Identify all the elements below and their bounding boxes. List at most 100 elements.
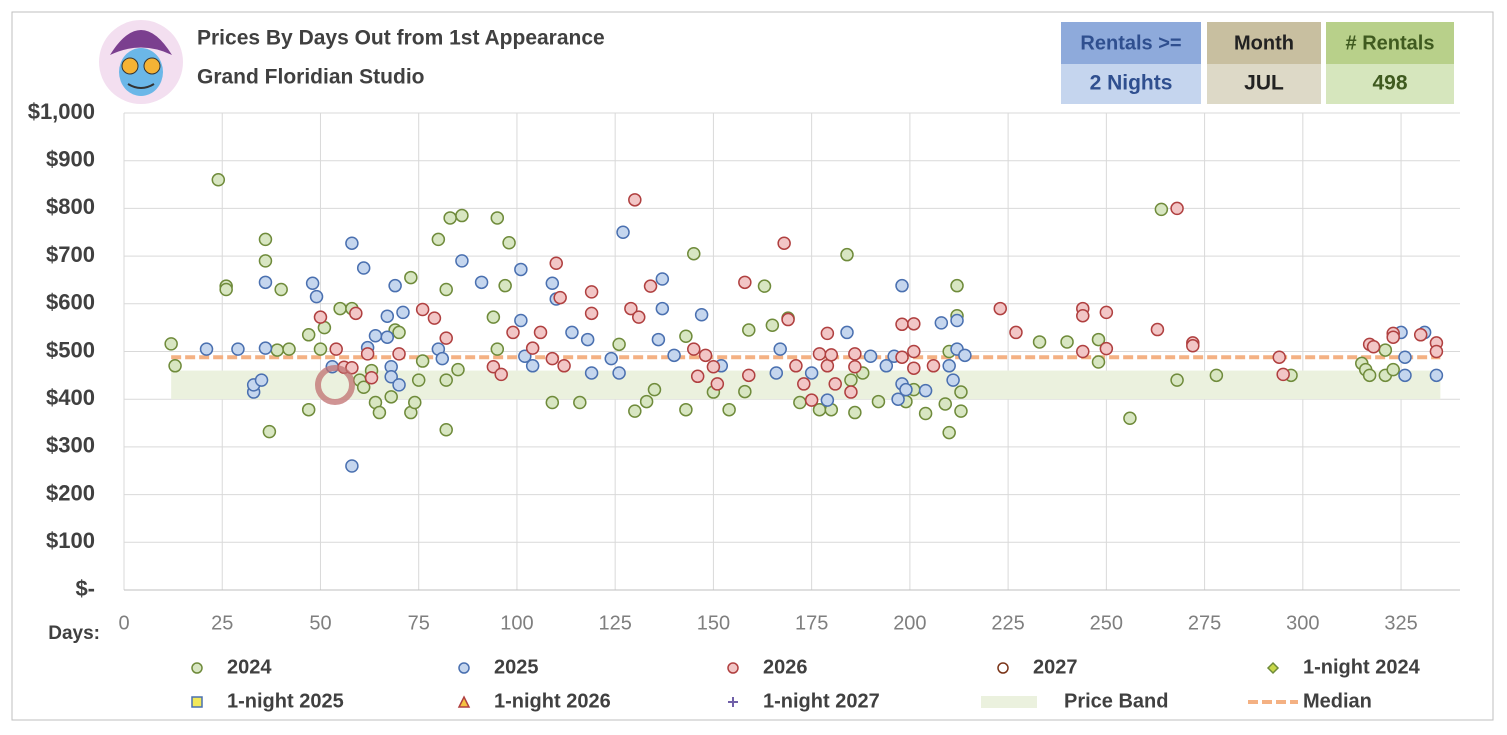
legend-swatch <box>727 662 739 674</box>
point <box>1091 355 1106 369</box>
legend-swatch <box>728 697 738 707</box>
point <box>301 328 316 342</box>
x-tick-label: 125 <box>598 612 631 634</box>
point <box>690 369 705 384</box>
point <box>781 312 795 327</box>
point <box>372 405 387 420</box>
point <box>840 247 854 262</box>
point <box>502 235 516 250</box>
filter-head <box>1326 22 1454 64</box>
legend-label: 2025 <box>494 656 539 678</box>
point <box>1186 339 1200 353</box>
point <box>907 317 921 331</box>
point <box>632 310 646 324</box>
legend-label: 1-night 2027 <box>763 690 880 712</box>
point <box>525 359 540 373</box>
point <box>384 390 398 404</box>
point <box>380 309 395 323</box>
point <box>993 301 1008 316</box>
point <box>687 342 701 356</box>
point <box>840 325 854 340</box>
legend-label: Price Band <box>1064 690 1168 712</box>
point <box>1060 335 1074 349</box>
point <box>1209 368 1224 383</box>
point <box>506 325 520 340</box>
point <box>415 302 430 317</box>
point <box>333 301 347 316</box>
point <box>211 173 226 187</box>
point <box>309 289 324 304</box>
filter-head <box>1061 22 1201 64</box>
y-tick-label: $500 <box>46 337 95 362</box>
legend-swatch <box>981 696 1037 708</box>
point <box>895 278 909 293</box>
point <box>254 373 269 387</box>
point <box>643 279 658 293</box>
point <box>396 305 410 320</box>
point <box>168 359 182 373</box>
legend-label: Median <box>1303 690 1372 712</box>
point <box>164 337 178 351</box>
point <box>950 278 964 293</box>
point <box>1091 332 1106 347</box>
point <box>360 347 375 361</box>
legend-swatch <box>457 695 471 708</box>
x-tick-label: 300 <box>1286 612 1319 634</box>
point <box>1276 367 1290 382</box>
point <box>926 359 941 373</box>
point <box>345 236 359 250</box>
filter-label: Rentals >= <box>1080 32 1181 54</box>
point <box>584 306 599 321</box>
point <box>490 211 505 225</box>
point <box>443 211 457 225</box>
point <box>1099 305 1114 320</box>
point <box>231 342 245 356</box>
point <box>439 373 453 387</box>
point <box>349 306 363 321</box>
point <box>545 351 560 366</box>
point <box>828 377 842 391</box>
point <box>1398 350 1412 364</box>
point <box>404 270 418 285</box>
point <box>738 275 752 290</box>
filter-body <box>1207 64 1321 104</box>
point <box>687 246 701 261</box>
point <box>1076 344 1090 359</box>
point <box>490 342 505 356</box>
point <box>1032 335 1047 349</box>
point <box>891 392 905 406</box>
point <box>820 359 835 373</box>
point <box>1429 344 1444 359</box>
point <box>356 380 371 395</box>
point <box>679 402 693 417</box>
legend-swatch <box>458 662 470 674</box>
point <box>773 342 787 356</box>
point <box>1150 322 1165 337</box>
point <box>958 348 972 363</box>
point <box>946 373 960 387</box>
point <box>584 285 599 299</box>
point <box>863 349 878 364</box>
point <box>1099 341 1114 356</box>
point <box>604 351 618 366</box>
point <box>408 395 422 410</box>
point <box>954 404 968 418</box>
point <box>553 290 567 305</box>
point <box>411 373 426 387</box>
point <box>392 378 406 392</box>
point <box>494 367 508 382</box>
legend-label: 1-night 2025 <box>227 690 344 712</box>
point <box>1272 350 1286 364</box>
point <box>549 256 563 271</box>
x-tick-label: 250 <box>1090 612 1123 634</box>
legend-swatch <box>191 662 203 674</box>
point <box>1378 343 1393 357</box>
y-tick-label: $- <box>75 576 95 601</box>
chart-subtitle: Grand Floridian Studio <box>197 66 425 89</box>
point <box>1386 362 1400 377</box>
x-tick-label: 200 <box>893 612 926 634</box>
point <box>804 366 819 380</box>
point <box>797 377 811 391</box>
point <box>439 331 453 345</box>
point <box>1386 330 1400 344</box>
